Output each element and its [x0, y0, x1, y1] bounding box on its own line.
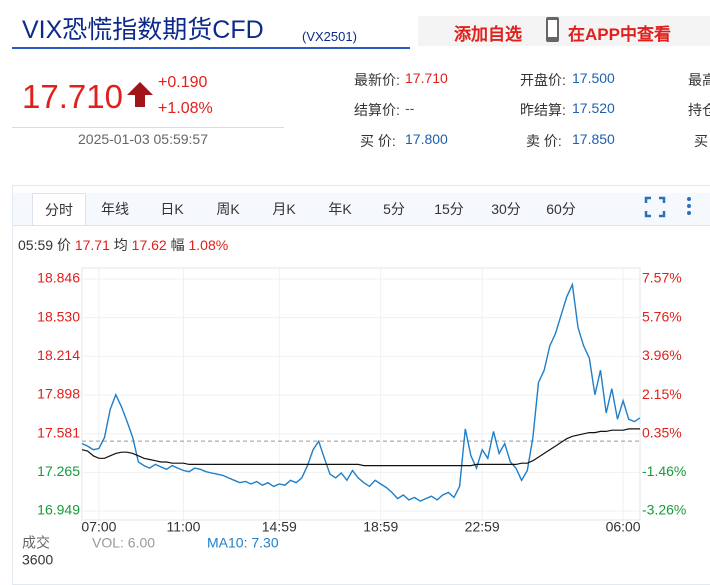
info-avg: 17.62	[131, 237, 167, 253]
field-value: 17.800	[405, 131, 448, 147]
more-icon[interactable]	[684, 196, 694, 218]
x-tick-label: 14:59	[262, 519, 297, 535]
field-label: 最新价:	[354, 72, 400, 88]
field-label: 最高	[688, 72, 710, 88]
quote-time: 2025-01-03 05:59:57	[78, 131, 208, 147]
title: VIX恐慌指数期货CFD	[22, 16, 264, 44]
fullscreen-icon[interactable]	[644, 196, 666, 218]
y2-tick-label: -1.46%	[642, 463, 686, 479]
y-tick-label: 18.214	[37, 347, 80, 363]
info-price-label: 价	[56, 237, 71, 253]
y2-tick-label: -3.26%	[642, 502, 686, 518]
info-price: 17.71	[74, 237, 110, 253]
up-arrow	[127, 82, 153, 107]
series-line	[81, 282, 641, 502]
tab[interactable]: 15分	[434, 201, 464, 217]
tab[interactable]: 年线	[101, 201, 129, 217]
field-label: 卖 价:	[526, 133, 562, 149]
y2-tick-label: 3.96%	[642, 347, 682, 363]
x-tick-label: 07:00	[81, 519, 116, 535]
tab[interactable]: 60分	[546, 201, 576, 217]
change: +0.190	[158, 74, 208, 91]
action-bar	[418, 16, 710, 46]
y-tick-label: 17.265	[37, 463, 80, 479]
x-tick-label: 22:59	[465, 519, 500, 535]
page: {"header": {"title": "VIX恐慌指数期货CFD", "co…	[12, 16, 710, 585]
tab-bar	[13, 193, 710, 226]
phone-icon	[546, 17, 559, 42]
volume-ma10: MA10: 7.30	[207, 535, 279, 551]
y-tick-label: 17.581	[37, 424, 80, 440]
code: (VX2501)	[302, 29, 357, 44]
volume-label: 成交	[22, 535, 50, 551]
y-tick-label: 16.949	[37, 502, 80, 518]
change-pct: +1.08%	[158, 100, 213, 117]
field-value: 17.520	[572, 100, 615, 116]
x-tick-label: 06:00	[606, 519, 641, 535]
view-in-app[interactable]: 在APP中查看	[568, 25, 671, 44]
field-label: 昨结算:	[520, 102, 566, 118]
info-avg-label: 均	[113, 237, 128, 253]
add-watchlist[interactable]: 添加自选	[454, 25, 522, 44]
tab[interactable]: 日K	[160, 201, 184, 217]
y2-tick-label: 5.76%	[642, 308, 682, 324]
divider	[12, 127, 284, 128]
y-tick-label: 17.898	[37, 386, 80, 402]
field-value: 17.850	[572, 131, 615, 147]
info-pct: 1.08%	[188, 237, 229, 253]
volume-vol: VOL: 6.00	[92, 535, 155, 551]
info-time: 05:59	[18, 237, 54, 253]
volume-max: 3600	[22, 552, 53, 568]
tab[interactable]: 月K	[272, 201, 296, 217]
tab[interactable]: 30分	[491, 201, 521, 217]
field-value: --	[405, 100, 415, 116]
info-pct-label: 幅	[170, 237, 185, 253]
tab[interactable]: 年K	[328, 201, 352, 217]
tab[interactable]: 周K	[216, 201, 240, 217]
tab[interactable]: 分时	[32, 193, 86, 225]
y-tick-label: 18.530	[37, 308, 80, 324]
x-tick-label: 18:59	[363, 519, 398, 535]
chart: 18.846 18.530 18.214 17.898 17.581 17.265 16.9…	[22, 267, 686, 568]
y2-tick-label: 0.35%	[642, 424, 682, 440]
tab[interactable]: 5分	[383, 201, 405, 217]
field-value: 17.500	[572, 70, 615, 86]
field-label: 买	[694, 133, 708, 149]
price: 17.710	[22, 78, 123, 115]
info-line: 05:59 价 17.71 均 17.62 幅 1.08%	[18, 235, 228, 255]
y-tick-label: 18.846	[37, 270, 80, 286]
field-label: 买 价:	[360, 133, 396, 149]
y2-tick-label: 2.15%	[642, 386, 682, 402]
x-tick-label: 11:00	[166, 519, 200, 535]
series-line	[81, 428, 640, 467]
field-label: 结算价:	[354, 102, 400, 118]
field-label: 持仓	[688, 102, 710, 118]
title-underline	[12, 47, 410, 49]
field-value: 17.710	[405, 70, 448, 86]
field-label: 开盘价:	[520, 72, 566, 88]
plot-frame	[81, 267, 641, 521]
y2-tick-label: 7.57%	[642, 270, 682, 286]
